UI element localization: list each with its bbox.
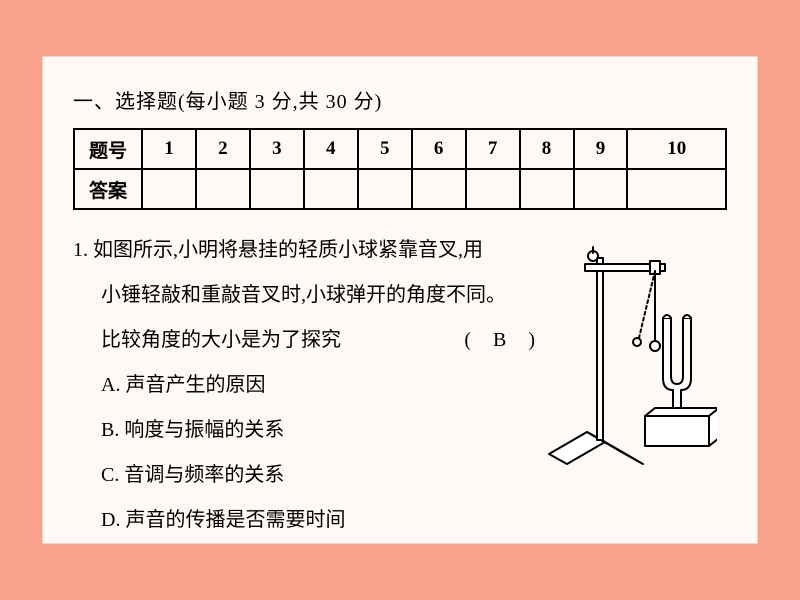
section-score: (每小题 3 分,共 30 分)	[178, 91, 382, 113]
answer-bracket: ( B )	[464, 318, 539, 363]
col-num: 2	[196, 129, 250, 169]
col-num: 6	[412, 129, 466, 169]
option-d: D. 声音的传播是否需要时间	[101, 498, 539, 543]
section-prefix: 一、	[73, 91, 115, 113]
answer-cell	[520, 169, 574, 209]
question-line2: 小锤轻敲和重敲音叉时,小球弹开的角度不同。	[73, 273, 539, 318]
section-title-text: 选择题	[115, 91, 178, 113]
option-b: B. 响度与振幅的关系	[101, 408, 539, 453]
col-num: 7	[466, 129, 520, 169]
question-line1: 如图所示,小明将悬挂的轻质小球紧靠音叉,用	[93, 239, 483, 261]
paren-close: )	[528, 329, 539, 351]
table-row: 答案	[74, 169, 726, 209]
answer-cell	[466, 169, 520, 209]
answer-cell	[574, 169, 628, 209]
col-num: 9	[574, 129, 628, 169]
answer-letter: B	[493, 329, 510, 351]
question-number: 1.	[73, 239, 88, 261]
option-c: C. 音调与频率的关系	[101, 453, 539, 498]
col-num: 10	[627, 129, 726, 169]
answer-cell	[304, 169, 358, 209]
col-num: 3	[250, 129, 304, 169]
answer-cell	[142, 169, 196, 209]
answer-grid: 题号 1 2 3 4 5 6 7 8 9 10 答案	[73, 128, 727, 210]
option-a: A. 声音产生的原因	[101, 363, 539, 408]
table-row: 题号 1 2 3 4 5 6 7 8 9 10	[74, 129, 726, 169]
col-num: 4	[304, 129, 358, 169]
col-num: 8	[520, 129, 574, 169]
row-label-number: 题号	[74, 129, 142, 169]
answer-cell	[196, 169, 250, 209]
answer-cell	[627, 169, 726, 209]
tuning-fork-figure	[547, 228, 727, 543]
answer-cell	[250, 169, 304, 209]
row-label-answer: 答案	[74, 169, 142, 209]
col-num: 1	[142, 129, 196, 169]
apparatus-icon	[547, 234, 717, 474]
col-num: 5	[358, 129, 412, 169]
question-line3: 比较角度的大小是为了探究 ( B )	[73, 318, 539, 363]
question-1: 1. 如图所示,小明将悬挂的轻质小球紧靠音叉,用 小锤轻敲和重敲音叉时,小球弹开…	[73, 228, 539, 543]
answer-cell	[412, 169, 466, 209]
answer-cell	[358, 169, 412, 209]
question-line3-text: 比较角度的大小是为了探究	[101, 329, 341, 351]
paren-open: (	[464, 329, 475, 351]
